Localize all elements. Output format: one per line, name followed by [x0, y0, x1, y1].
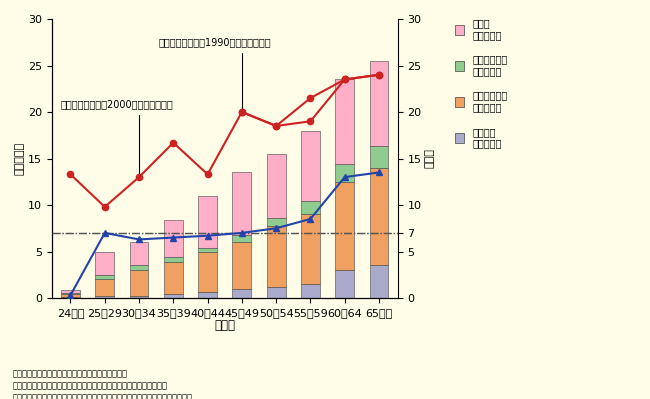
X-axis label: （歳）: （歳）	[214, 319, 235, 332]
Bar	[266, 226, 285, 287]
Bar	[129, 270, 148, 296]
Bar	[301, 284, 320, 298]
Bar	[198, 196, 217, 248]
Bar	[96, 279, 114, 296]
Text: （備考）１．総務省「貯蓄動向調査」により作成。: （備考）１．総務省「貯蓄動向調査」により作成。	[13, 369, 128, 378]
Bar	[164, 220, 183, 257]
Bar	[301, 201, 320, 214]
Legend: その他
（左目盛）, 通貨性預貯金
（左目盛）, 定期性預貯金
（左目盛）, 有価証券
（左目盛）: その他 （左目盛）, 通貨性預貯金 （左目盛）, 定期性預貯金 （左目盛）, 有…	[454, 18, 508, 148]
Bar	[266, 287, 285, 298]
Bar	[96, 275, 114, 279]
Bar	[370, 168, 389, 265]
Bar	[233, 235, 252, 242]
Bar	[335, 270, 354, 298]
Bar	[301, 214, 320, 284]
Bar	[164, 262, 183, 294]
Bar	[266, 218, 285, 226]
Bar	[335, 164, 354, 182]
Y-axis label: （％）: （％）	[424, 148, 434, 168]
Text: ３．「有価証券の割合」とは、貯蓄現在高に占める有価証券の現在高。: ３．「有価証券の割合」とは、貯蓄現在高に占める有価証券の現在高。	[13, 393, 193, 399]
Bar	[266, 154, 285, 218]
Text: 有価証券の割合（1990年）（右目盛）: 有価証券の割合（1990年）（右目盛）	[158, 37, 271, 109]
Bar	[198, 253, 217, 292]
Y-axis label: （百万円）: （百万円）	[15, 142, 25, 175]
Text: 有価証券の割合（2000年）（右目盛）: 有価証券の割合（2000年）（右目盛）	[60, 100, 173, 174]
Bar	[164, 257, 183, 262]
Bar	[233, 242, 252, 289]
Bar	[301, 130, 320, 201]
Bar	[61, 294, 80, 297]
Bar	[61, 290, 80, 293]
Bar	[129, 296, 148, 298]
Bar	[370, 146, 389, 168]
Bar	[233, 289, 252, 298]
Bar	[164, 294, 183, 298]
Bar	[198, 248, 217, 253]
Bar	[370, 265, 389, 298]
Bar	[129, 242, 148, 265]
Bar	[335, 79, 354, 164]
Bar	[129, 265, 148, 270]
Bar	[233, 172, 252, 235]
Bar	[96, 251, 114, 275]
Bar	[370, 61, 389, 146]
Bar	[61, 293, 80, 294]
Bar	[61, 297, 80, 298]
Bar	[335, 182, 354, 270]
Bar	[96, 296, 114, 298]
Bar	[198, 292, 217, 298]
Text: ２．勤労者世帯１世帯当たりの世帯主の年齢別貯蓄現在高。: ２．勤労者世帯１世帯当たりの世帯主の年齢別貯蓄現在高。	[13, 381, 168, 390]
